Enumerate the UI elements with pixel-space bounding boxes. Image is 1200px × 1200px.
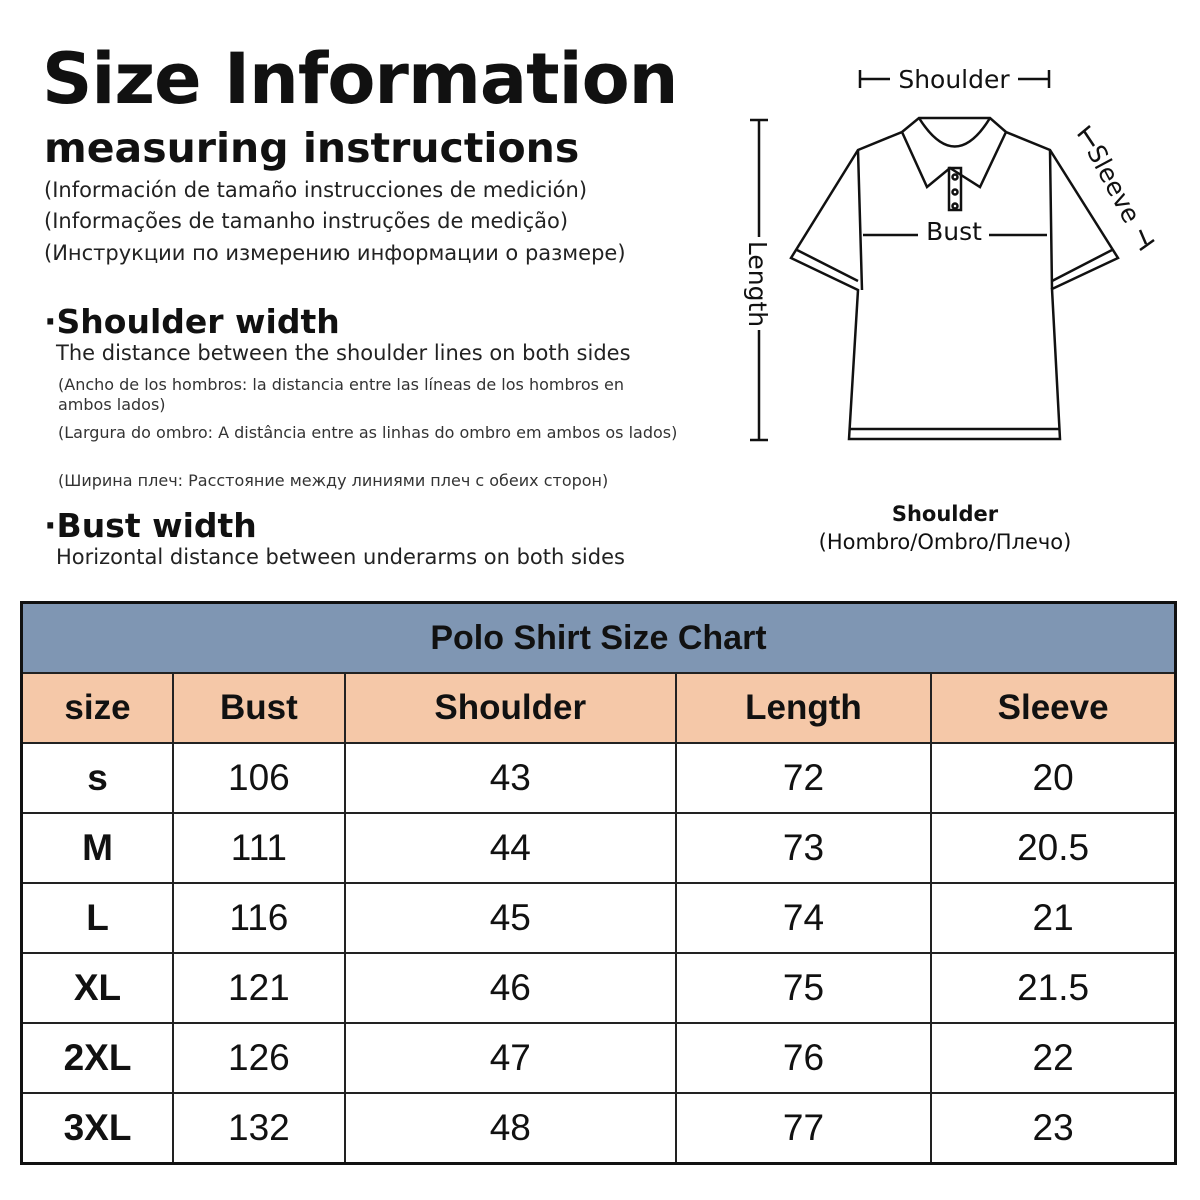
cell-sleeve: 23 [930,1092,1177,1165]
cell-length: 77 [674,1092,933,1165]
polo-shirt-diagram: Shoulder Bust Length Sleeve [743,65,1155,442]
cell-bust: 126 [172,1022,346,1094]
column-header-length: Length [674,672,933,744]
bust-width-heading: ·Bust width [44,506,257,545]
cell-bust: 116 [172,882,346,954]
table-row: L 116 45 74 21 [20,882,1177,954]
table-row: 2XL 126 47 76 22 [20,1022,1177,1094]
table-row: XL 121 46 75 21.5 [20,952,1177,1024]
column-header-shoulder: Shoulder [343,672,677,744]
cell-bust: 106 [172,742,346,814]
subtitle-russian: (Инструкции по измерению информации о ра… [44,241,626,265]
shoulder-width-description: The distance between the shoulder lines … [56,341,631,365]
bust-label: Bust [926,217,982,246]
diagram-caption: Shoulder [891,502,999,526]
cell-size: L [20,882,174,954]
cell-shoulder: 44 [343,812,677,884]
cell-sleeve: 21 [930,882,1177,954]
cell-bust: 121 [172,952,346,1024]
cell-bust: 132 [172,1092,346,1165]
cell-length: 75 [674,952,933,1024]
subtitle-spanish: (Información de tamaño instrucciones de … [44,178,588,202]
column-header-bust: Bust [172,672,346,744]
subtitle-portuguese: (Informações de tamanho instruções de me… [44,209,569,233]
measure-lines [750,70,1155,442]
shoulder-width-portuguese: (Largura do ombro: A distância entre as … [58,423,678,442]
cell-size: XL [20,952,174,1024]
shoulder-width-heading: ·Shoulder width [44,302,340,341]
shoulder-width-spanish: (Ancho de los hombros: la distancia entr… [58,375,625,414]
size-chart-title: Polo Shirt Size Chart [20,601,1177,674]
cell-length: 74 [674,882,933,954]
bust-width-description: Horizontal distance between underarms on… [56,545,625,569]
cell-sleeve: 20.5 [930,812,1177,884]
cell-length: 76 [674,1022,933,1094]
cell-sleeve: 22 [930,1022,1177,1094]
page-subtitle: measuring instructions [44,124,580,172]
cell-sleeve: 20 [930,742,1177,814]
size-chart-table: Polo Shirt Size Chart size Bust Shoulder… [20,601,1177,1165]
cell-shoulder: 43 [343,742,677,814]
cell-size: M [20,812,174,884]
column-header-sleeve: Sleeve [930,672,1177,744]
cell-shoulder: 46 [343,952,677,1024]
length-label: Length [743,241,772,327]
page-title: Size Information [42,38,678,120]
cell-bust: 111 [172,812,346,884]
cell-sleeve: 21.5 [930,952,1177,1024]
cell-shoulder: 45 [343,882,677,954]
table-header-row: size Bust Shoulder Length Sleeve [20,672,1177,744]
shirt-outline [789,116,1120,441]
shoulder-label: Shoulder [898,65,1010,94]
cell-shoulder: 48 [343,1092,677,1165]
table-row: M 111 44 73 20.5 [20,812,1177,884]
table-row: s 106 43 72 20 [20,742,1177,814]
cell-size: 3XL [20,1092,174,1165]
cell-size: 2XL [20,1022,174,1094]
cell-size: s [20,742,174,814]
cell-length: 73 [674,812,933,884]
column-header-size: size [20,672,174,744]
cell-shoulder: 47 [343,1022,677,1094]
diagram-caption-translations: (Hombro/Ombro/Плечо) [818,530,1072,554]
table-row: 3XL 132 48 77 23 [20,1092,1177,1165]
cell-length: 72 [674,742,933,814]
shoulder-width-russian: (Ширина плеч: Расстояние между линиями п… [58,471,609,490]
